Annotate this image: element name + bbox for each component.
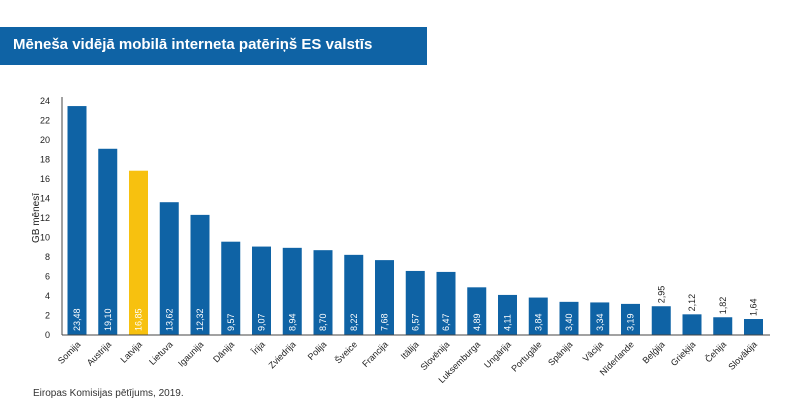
source-note: Eiropas Komisijas pētījums, 2019. xyxy=(33,388,184,399)
bar-value-label: 1,64 xyxy=(749,298,759,316)
x-tick-label: Latvija xyxy=(118,339,143,364)
y-tick-label: 14 xyxy=(40,194,50,204)
bar xyxy=(313,250,333,335)
y-tick-label: 4 xyxy=(45,291,50,301)
y-tick-label: 24 xyxy=(40,96,50,106)
bar xyxy=(651,306,671,335)
bar-value-label: 8,94 xyxy=(287,313,297,331)
title-banner: Mēneša vidējā mobilā interneta patēriņš … xyxy=(0,27,427,65)
bar-value-label: 4,89 xyxy=(472,313,482,331)
x-tick-label: Grieķija xyxy=(669,339,698,368)
bar xyxy=(467,287,487,335)
bar xyxy=(405,270,425,335)
bar xyxy=(559,301,579,335)
bar-value-label: 6,57 xyxy=(410,313,420,331)
bar xyxy=(252,246,271,335)
bar xyxy=(344,254,364,335)
bar-value-label: 9,57 xyxy=(226,313,236,331)
bar-value-label: 3,19 xyxy=(626,313,636,331)
bar xyxy=(621,303,640,335)
y-tick-label: 18 xyxy=(40,155,50,165)
bar-value-label: 4,11 xyxy=(503,314,513,331)
x-tick-label: Itālija xyxy=(399,339,421,361)
y-tick-label: 0 xyxy=(45,330,50,340)
x-tick-label: Somija xyxy=(56,339,83,366)
x-tick-label: Īrija xyxy=(250,339,267,356)
x-tick-label: Portugāle xyxy=(509,339,543,373)
bar xyxy=(159,202,179,335)
bar xyxy=(590,302,610,335)
bar xyxy=(98,148,118,335)
bar xyxy=(744,319,763,335)
bar xyxy=(682,314,702,335)
x-tick-label: Polija xyxy=(306,339,329,362)
bar-value-label: 19,10 xyxy=(103,308,113,331)
x-tick-label: Ungārija xyxy=(482,339,513,370)
x-tick-label: Zviedrija xyxy=(267,339,298,370)
bar xyxy=(528,297,548,335)
bar-value-label: 16,85 xyxy=(134,308,144,331)
x-tick-label: Francija xyxy=(360,339,390,369)
bar-value-label: 3,40 xyxy=(564,313,574,331)
x-tick-label: Austrija xyxy=(85,339,113,367)
y-tick-label: 10 xyxy=(40,233,50,243)
bar-value-label: 2,12 xyxy=(687,294,697,312)
bar xyxy=(498,294,517,335)
bar xyxy=(713,317,733,335)
x-tick-label: Šveice xyxy=(333,339,359,365)
y-axis-title: GB mēnesī xyxy=(31,193,42,243)
bar-value-label: 8,70 xyxy=(318,313,328,331)
y-tick-label: 20 xyxy=(40,135,50,145)
bar xyxy=(190,214,210,335)
x-tick-label: Vācija xyxy=(581,339,605,363)
bar xyxy=(67,106,87,335)
x-tick-label: Beļģija xyxy=(640,339,666,365)
x-tick-label: Lietuva xyxy=(147,339,175,367)
bar-value-label: 6,47 xyxy=(441,313,451,331)
x-tick-label: Slovākija xyxy=(726,339,759,372)
y-tick-label: 2 xyxy=(45,311,50,321)
y-tick-label: 22 xyxy=(40,116,50,126)
bar xyxy=(129,170,148,335)
bar-value-label: 9,07 xyxy=(257,313,267,331)
y-tick-label: 8 xyxy=(45,252,50,262)
bar xyxy=(282,247,302,335)
x-tick-label: Dānija xyxy=(211,339,236,364)
bar-value-label: 12,32 xyxy=(195,308,205,331)
bar-value-label: 2,95 xyxy=(656,286,666,304)
bar-value-label: 3,84 xyxy=(533,313,543,331)
chart-title: Mēneša vidējā mobilā interneta patēriņš … xyxy=(13,36,373,53)
bar xyxy=(221,241,241,335)
y-tick-label: 16 xyxy=(40,174,50,184)
bar xyxy=(436,271,456,335)
bar-value-label: 23,48 xyxy=(72,308,82,331)
y-tick-label: 6 xyxy=(45,272,50,282)
y-tick-label: 12 xyxy=(40,213,50,223)
bar-value-label: 13,62 xyxy=(164,308,174,331)
bar-value-label: 1,82 xyxy=(718,297,728,315)
bar xyxy=(375,260,394,335)
bar-value-label: 3,34 xyxy=(595,313,605,331)
x-tick-label: Spānija xyxy=(546,339,574,367)
x-tick-label: Igaunija xyxy=(176,339,205,368)
bar-value-label: 7,68 xyxy=(380,313,390,331)
x-tick-label: Čehija xyxy=(703,339,728,364)
bar-value-label: 8,22 xyxy=(349,313,359,331)
